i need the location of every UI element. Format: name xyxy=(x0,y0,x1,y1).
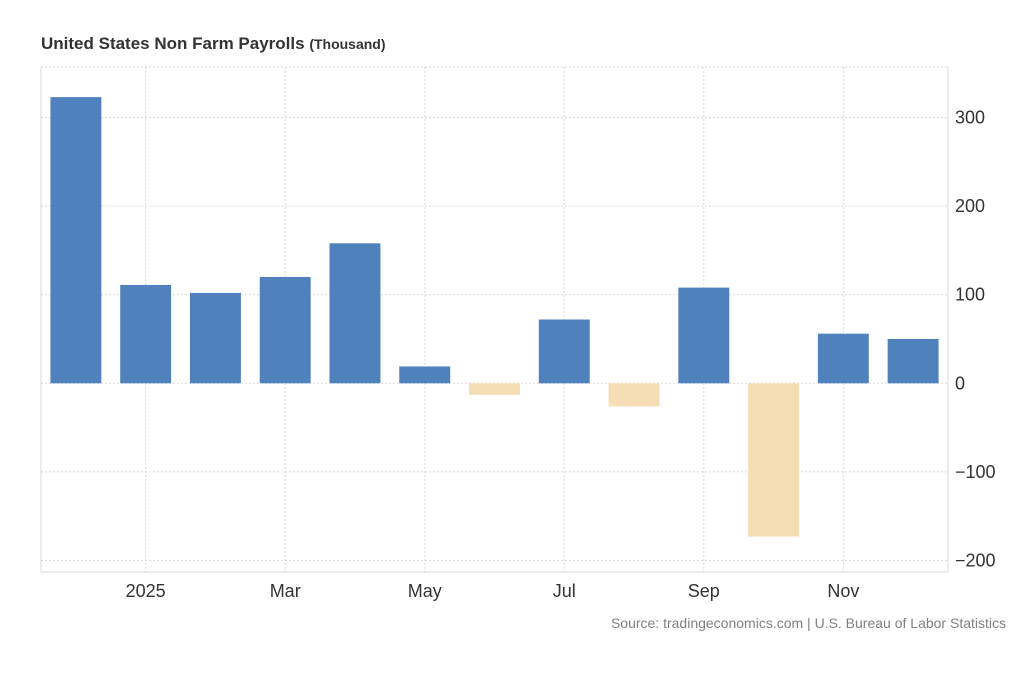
bar-aug-2025 xyxy=(608,383,660,407)
bar-jun-2025 xyxy=(469,383,520,395)
x-tick-label: Nov xyxy=(827,581,859,601)
bar-dec-2025 xyxy=(887,338,939,384)
bar-jul-2025 xyxy=(538,319,590,384)
x-tick-label: Sep xyxy=(688,581,720,601)
chart-title: United States Non Farm Payrolls (Thousan… xyxy=(41,34,386,54)
x-tick-label: May xyxy=(408,581,442,601)
x-tick-label: 2025 xyxy=(126,581,166,601)
y-tick-label: −100 xyxy=(955,462,996,482)
y-tick-label: 100 xyxy=(955,285,985,305)
bar-chart: 300 200 100 0 −100 −200 2025 Mar May Jul Sep Nov xyxy=(40,66,996,601)
bar-oct-2025 xyxy=(748,383,800,537)
bars-group xyxy=(50,97,939,537)
y-tick-label: 300 xyxy=(955,108,985,128)
bar-nov-2025 xyxy=(817,333,869,384)
y-axis-ticks: 300 200 100 0 −100 −200 xyxy=(955,108,996,571)
bar-mar-2025 xyxy=(259,276,311,384)
y-tick-label: 0 xyxy=(955,373,965,393)
bar-sep-2025 xyxy=(678,287,730,384)
x-tick-label: Mar xyxy=(270,581,301,601)
bar-apr-2025 xyxy=(329,243,381,384)
chart-title-text: United States Non Farm Payrolls xyxy=(41,34,305,53)
y-tick-label: 200 xyxy=(955,196,985,216)
y-tick-label: −200 xyxy=(955,550,996,570)
bar-may-2025 xyxy=(399,366,451,384)
x-tick-label: Jul xyxy=(553,581,576,601)
bar-dec-2024 xyxy=(50,97,102,384)
source-note: Source: tradingeconomics.com | U.S. Bure… xyxy=(610,615,1006,631)
x-axis-ticks: 2025 Mar May Jul Sep Nov xyxy=(126,581,860,601)
bar-jan-2025 xyxy=(120,284,172,384)
grid-lines xyxy=(40,66,949,573)
bar-feb-2025 xyxy=(189,292,241,384)
chart-title-unit: (Thousand) xyxy=(309,36,386,52)
